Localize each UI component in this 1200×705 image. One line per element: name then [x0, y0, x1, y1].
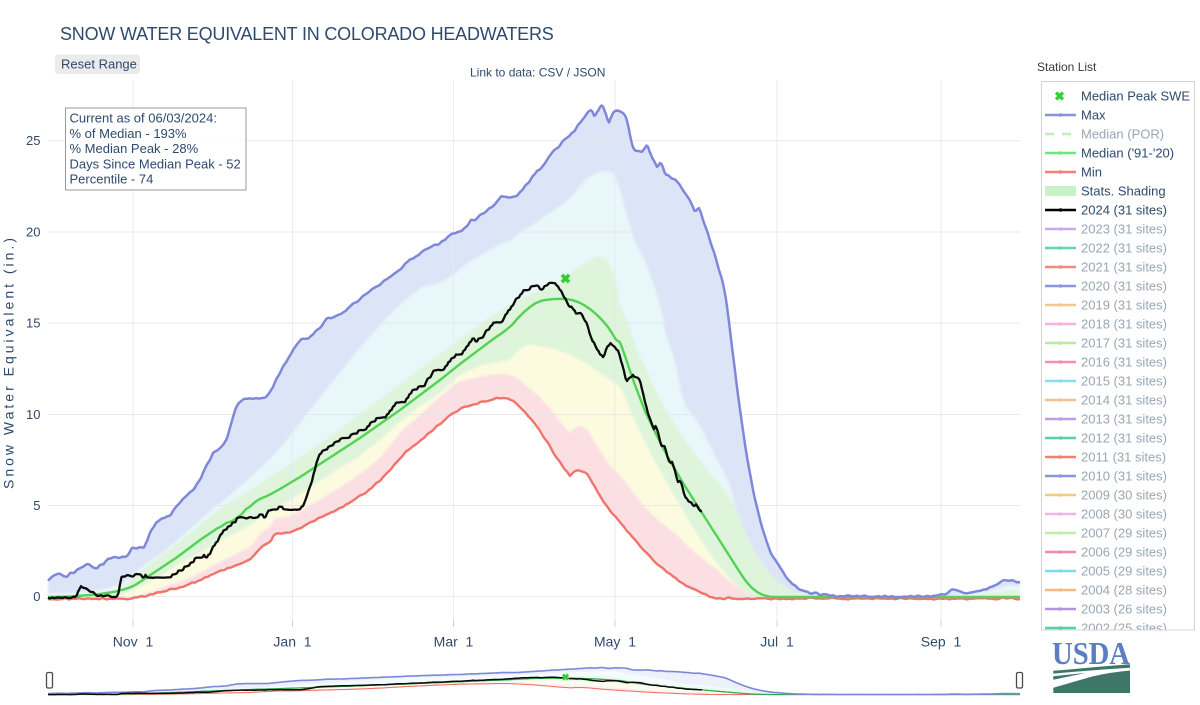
svg-text:Station List: Station List: [1037, 60, 1097, 74]
svg-text:May 1: May 1: [594, 634, 636, 650]
svg-text:Min: Min: [1081, 165, 1102, 180]
svg-text:2022 (31 sites): 2022 (31 sites): [1081, 241, 1167, 256]
svg-text:Median Peak SWE: Median Peak SWE: [1081, 89, 1190, 104]
svg-text:10: 10: [26, 407, 40, 422]
svg-text:20: 20: [26, 225, 40, 240]
svg-text:2004 (28 sites): 2004 (28 sites): [1081, 583, 1167, 598]
svg-text:Median ('91-'20): Median ('91-'20): [1081, 146, 1174, 161]
svg-text:2014 (31 sites): 2014 (31 sites): [1081, 393, 1167, 408]
svg-text:2011 (31 sites): 2011 (31 sites): [1081, 450, 1166, 465]
svg-text:2010 (31 sites): 2010 (31 sites): [1081, 469, 1167, 484]
svg-text:2006 (29 sites): 2006 (29 sites): [1081, 545, 1167, 560]
svg-text:USDA: USDA: [1052, 635, 1130, 671]
svg-text:Percentile - 74: Percentile - 74: [70, 172, 154, 187]
svg-text:2009 (30 sites): 2009 (30 sites): [1081, 488, 1167, 503]
svg-text:Snow Water Equivalent (in.): Snow Water Equivalent (in.): [1, 235, 17, 489]
svg-text:15: 15: [26, 316, 40, 331]
svg-text:2012 (31 sites): 2012 (31 sites): [1081, 431, 1167, 446]
svg-text:2003 (26 sites): 2003 (26 sites): [1081, 602, 1167, 617]
svg-text:Max: Max: [1081, 108, 1106, 123]
svg-text:Current as of 06/03/2024:: Current as of 06/03/2024:: [70, 111, 217, 126]
svg-text:2016 (31 sites): 2016 (31 sites): [1081, 355, 1167, 370]
svg-text:% of Median - 193%: % of Median - 193%: [70, 126, 188, 141]
svg-text:Stats. Shading: Stats. Shading: [1081, 184, 1166, 199]
svg-text:Nov 1: Nov 1: [113, 634, 154, 650]
svg-text:% Median Peak - 28%: % Median Peak - 28%: [70, 141, 199, 156]
svg-text:Days Since Median Peak - 52: Days Since Median Peak - 52: [70, 156, 241, 171]
svg-text:2008 (30 sites): 2008 (30 sites): [1081, 507, 1167, 522]
svg-text:Median (POR): Median (POR): [1081, 127, 1164, 142]
svg-text:2024 (31 sites): 2024 (31 sites): [1081, 203, 1167, 218]
svg-text:Sep 1: Sep 1: [921, 634, 962, 650]
svg-text:2002 (25 sites): 2002 (25 sites): [1081, 621, 1167, 636]
svg-text:5: 5: [33, 498, 40, 513]
svg-text:2017 (31 sites): 2017 (31 sites): [1081, 336, 1167, 351]
svg-text:2020 (31 sites): 2020 (31 sites): [1081, 279, 1167, 294]
svg-text:2019 (31 sites): 2019 (31 sites): [1081, 298, 1167, 313]
svg-text:2013 (31 sites): 2013 (31 sites): [1081, 412, 1167, 427]
svg-text:Jul 1: Jul 1: [760, 634, 794, 650]
svg-text:2018 (31 sites): 2018 (31 sites): [1081, 317, 1167, 332]
svg-text:Mar 1: Mar 1: [434, 634, 474, 650]
svg-text:2023 (31 sites): 2023 (31 sites): [1081, 222, 1167, 237]
svg-text:Reset Range: Reset Range: [61, 57, 137, 72]
svg-text:Jan 1: Jan 1: [273, 634, 311, 650]
svg-text:2021 (31 sites): 2021 (31 sites): [1081, 260, 1167, 275]
svg-text:2007 (29 sites): 2007 (29 sites): [1081, 526, 1167, 541]
svg-text:SNOW WATER EQUIVALENT IN COLOR: SNOW WATER EQUIVALENT IN COLORADO HEADWA…: [60, 24, 554, 44]
svg-text:25: 25: [26, 133, 40, 148]
svg-text:Link to data: CSV / JSON: Link to data: CSV / JSON: [470, 66, 605, 80]
svg-text:0: 0: [33, 589, 40, 604]
svg-text:2005 (29 sites): 2005 (29 sites): [1081, 564, 1167, 579]
svg-text:2015 (31 sites): 2015 (31 sites): [1081, 374, 1167, 389]
